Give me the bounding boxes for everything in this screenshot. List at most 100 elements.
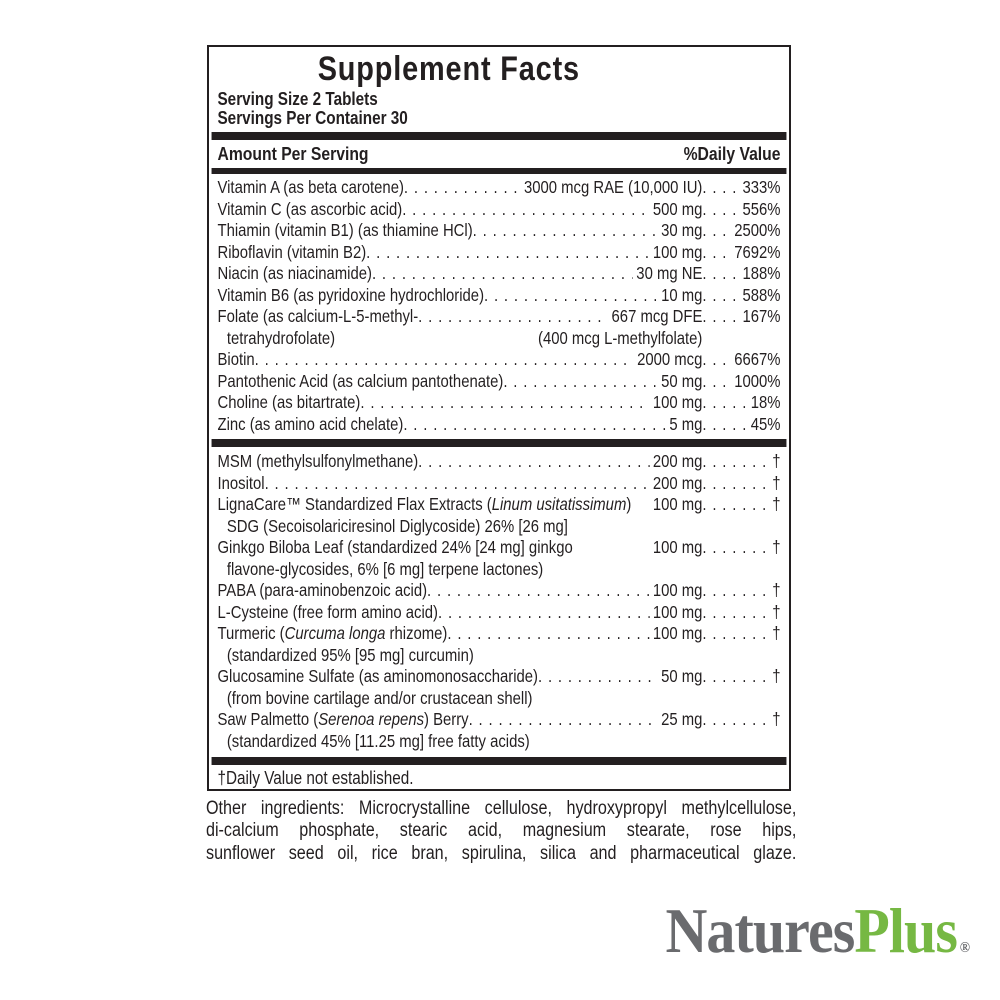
nutrient-name-part: Linum usitatissimum <box>491 494 627 514</box>
dot-leader <box>418 451 649 473</box>
dot-leader <box>702 709 770 731</box>
nutrient-name: Vitamin C (as ascorbic acid) <box>217 199 402 221</box>
nutrient-name-part: ) Berry <box>424 709 469 729</box>
nutrient-name-part: Ginkgo Biloba Leaf (standardized 24% [24… <box>217 537 573 557</box>
daily-value-cell: † <box>702 473 780 495</box>
nutrient-name-part: Turmeric ( <box>217 623 285 643</box>
dot-leader <box>702 666 770 688</box>
nutrient-daily-value: † <box>772 451 781 471</box>
nutrient-name: Glucosamine Sulfate (as aminomonosacchar… <box>217 666 537 688</box>
column-header-amount: Amount Per Serving <box>217 143 369 164</box>
supplement-facts-panel: Supplement Facts Serving Size 2 Tablets … <box>207 45 791 791</box>
continuation-line: tetrahydrofolate) (400 mcg L-methylfolate… <box>217 328 780 350</box>
continuation-text: tetrahydrofolate) <box>226 327 336 348</box>
column-header-row: Amount Per Serving %Daily Value <box>217 143 780 165</box>
nutrient-daily-value: 188% <box>742 263 781 283</box>
nutrient-name-part: Thiamin (vitamin B1) (as thiamine HCl) <box>217 220 473 240</box>
dot-leader <box>702 242 732 264</box>
nutrient-row: Pantothenic Acid (as calcium pantothenat… <box>217 371 780 393</box>
nutrient-name: Folate (as calcium-L-5-methyl- <box>217 306 418 328</box>
nutrient-name: Inositol <box>217 473 264 495</box>
nutrient-name: PABA (para-aminobenzoic acid) <box>217 580 427 602</box>
nutrient-amount: 100 mg <box>652 601 703 622</box>
dot-leader <box>702 177 740 199</box>
nutrient-amount: 100 mg <box>652 241 703 262</box>
dot-leader <box>427 580 649 602</box>
nutrient-row: L-Cysteine (free form amino acid) 100 mg † <box>217 602 780 624</box>
nutrient-row: Thiamin (vitamin B1) (as thiamine HCl) 30… <box>217 220 780 242</box>
continuation-text: SDG (Secoisolariciresinol Diglycoside) 2… <box>226 515 568 536</box>
nutrient-amount: 100 mg <box>652 392 703 412</box>
logo-natures: Natures <box>665 896 855 966</box>
continuation-line: (standardized 95% [95 mg] curcumin) <box>217 645 780 667</box>
nutrient-amount: 100 mg <box>652 537 703 557</box>
separator-bar-bottom <box>211 757 787 765</box>
nutrient-name: L-Cysteine (free form amino acid) <box>217 602 438 624</box>
daily-value-footnote: †Daily Value not established. <box>217 768 414 788</box>
dot-leader <box>438 602 649 624</box>
nutrient-amount: 667 mcg DFE <box>611 306 703 326</box>
dot-leader <box>503 371 657 393</box>
nutrient-name: Ginkgo Biloba Leaf (standardized 24% [24… <box>217 537 572 559</box>
nutrient-name: Saw Palmetto (Serenoa repens) Berry <box>217 709 468 731</box>
nutrient-daily-value: 333% <box>742 177 781 197</box>
dot-leader <box>702 285 740 307</box>
other-ingredients-line: di-calcium phosphate, stearic acid, magn… <box>206 820 797 842</box>
daily-value-cell: † <box>702 666 780 688</box>
nutrient-row: LignaCare™ Standardized Flax Extracts (L… <box>217 494 780 516</box>
nutrient-daily-value: 2500% <box>734 220 781 240</box>
continuation-line: SDG (Secoisolariciresinol Diglycoside) 2… <box>217 516 780 538</box>
daily-value-cell: 333% <box>702 177 780 199</box>
dot-leader <box>702 602 770 624</box>
nutrient-amount: 50 mg <box>661 370 703 391</box>
nutrient-row: Saw Palmetto (Serenoa repens) Berry 25 mg… <box>217 709 780 731</box>
other-ingredients: Other ingredients: Microcrystalline cell… <box>206 798 796 865</box>
nutrient-amount: 200 mg <box>652 472 703 493</box>
nutrient-daily-value: † <box>772 537 781 557</box>
dot-leader <box>469 709 658 731</box>
dot-leader <box>360 392 649 414</box>
dot-leader <box>403 414 666 436</box>
nutrient-name: LignaCare™ Standardized Flax Extracts (L… <box>217 494 631 516</box>
nutrient-daily-value: † <box>772 709 781 729</box>
daily-value-cell: 588% <box>702 285 780 307</box>
daily-value-cell: 1000% <box>702 371 780 393</box>
nutrient-row: PABA (para-aminobenzoic acid) 100 mg † <box>217 580 780 602</box>
daily-value-cell: 167% <box>702 306 780 328</box>
nutrient-daily-value: † <box>772 623 781 643</box>
dot-leader <box>702 623 770 645</box>
continuation-text: (standardized 95% [95 mg] curcumin) <box>226 644 474 665</box>
nutrient-name: Choline (as bitartrate) <box>217 392 360 414</box>
nutrient-name-part: Biotin <box>217 349 255 369</box>
nutrient-row: Biotin 2000 mcg 6667% <box>217 349 780 371</box>
nutrient-name-part: rhizome) <box>385 623 448 643</box>
brand-logo: Natures Plus ® <box>665 898 970 981</box>
nutrient-name: Vitamin A (as beta carotene) <box>217 177 403 199</box>
nutrient-row: Ginkgo Biloba Leaf (standardized 24% [24… <box>217 537 780 559</box>
continuation-text: (from bovine cartilage and/or crustacean… <box>226 687 533 708</box>
nutrient-row: Zinc (as amino acid chelate) 5 mg 45% <box>217 414 780 436</box>
servings-per-container: Servings Per Container 30 <box>217 107 408 128</box>
separator-bar-middle <box>211 439 787 447</box>
nutrient-name: Turmeric (Curcuma longa rhizome) <box>217 623 447 645</box>
nutrient-amount: 50 mg <box>661 666 703 686</box>
nutrient-row: MSM (methylsulfonylmethane) 200 mg † <box>217 451 780 473</box>
nutrient-name-part: Vitamin C (as ascorbic acid) <box>217 198 403 219</box>
dot-leader <box>702 349 732 371</box>
dot-leader <box>404 177 521 199</box>
nutrient-amount: 200 mg <box>652 451 703 471</box>
nutrient-daily-value: 45% <box>750 413 781 434</box>
nutrient-name-part: PABA (para-aminobenzoic acid) <box>217 580 428 600</box>
nutrient-name: Vitamin B6 (as pyridoxine hydrochloride) <box>217 285 484 307</box>
continuation-line: (from bovine cartilage and/or crustacean… <box>217 688 780 710</box>
nutrient-name-part: Saw Palmetto ( <box>217 709 319 729</box>
nutrient-name-part: ) <box>626 494 632 514</box>
dot-leader <box>702 199 740 221</box>
nutrient-name: Zinc (as amino acid chelate) <box>217 414 403 436</box>
nutrient-name-part: Serenoa repens <box>318 709 425 729</box>
nutrient-name-part: L-Cysteine (free form amino acid) <box>217 601 439 622</box>
nutrient-daily-value: 18% <box>750 392 781 412</box>
nutrient-daily-value: 7692% <box>734 241 781 262</box>
dot-leader <box>538 666 658 688</box>
registered-mark: ® <box>959 940 970 956</box>
